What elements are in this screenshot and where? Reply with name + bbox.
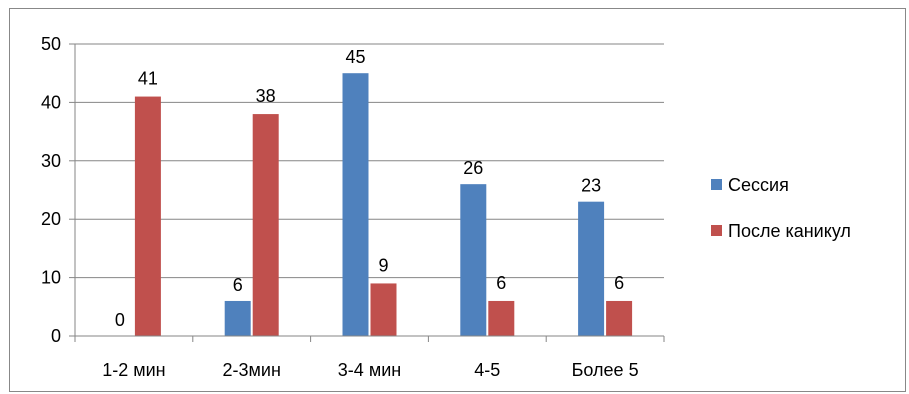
- x-tick-label: 3-4 мин: [338, 360, 401, 380]
- data-label: 6: [233, 275, 243, 295]
- legend-swatch: [711, 225, 722, 236]
- data-label: 38: [256, 86, 276, 106]
- data-label: 6: [614, 273, 624, 293]
- y-tick-label: 30: [41, 151, 61, 171]
- bar-После каникул: [488, 300, 515, 336]
- data-label: 0: [115, 310, 125, 330]
- y-tick-label: 10: [41, 268, 61, 288]
- data-label: 26: [463, 158, 483, 178]
- data-label: 23: [581, 176, 601, 196]
- x-tick-label: 1-2 мин: [102, 360, 165, 380]
- legend-label: Сессия: [728, 175, 789, 195]
- x-axis-tick-labels: 1-2 мин 2-3мин 3-4 мин 4-5 Более 5: [102, 360, 638, 380]
- y-axis-tick-labels: 0 10 20 30 40 50: [41, 34, 61, 346]
- legend-swatch: [711, 179, 722, 190]
- bar-После каникул: [134, 96, 161, 336]
- bar-Сессия: [342, 73, 369, 336]
- data-labels: 0 41 6 38 45 9 26 6 23 6: [115, 47, 624, 330]
- data-label: 6: [496, 273, 506, 293]
- gridlines: [75, 43, 664, 279]
- bar-После каникул: [370, 283, 397, 336]
- bar-После каникул: [252, 114, 279, 336]
- data-label: 9: [378, 255, 388, 275]
- legend-label: После каникул: [728, 221, 851, 241]
- y-tick-label: 0: [51, 326, 61, 346]
- x-tick-label: 4-5: [474, 360, 500, 380]
- axes: [69, 43, 665, 342]
- legend: Сессия После каникул: [711, 175, 851, 241]
- bar-Сессия: [460, 184, 487, 336]
- x-tick-label: 2-3мин: [223, 360, 281, 380]
- y-tick-label: 40: [41, 92, 61, 112]
- bars: [134, 73, 633, 336]
- bar-Сессия: [224, 300, 251, 336]
- data-label: 45: [345, 47, 365, 67]
- y-tick-label: 20: [41, 209, 61, 229]
- y-tick-label: 50: [41, 34, 61, 54]
- bar-Сессия: [578, 201, 605, 336]
- data-label: 41: [138, 69, 158, 89]
- x-tick-label: Более 5: [572, 360, 639, 380]
- bar-После каникул: [606, 300, 633, 336]
